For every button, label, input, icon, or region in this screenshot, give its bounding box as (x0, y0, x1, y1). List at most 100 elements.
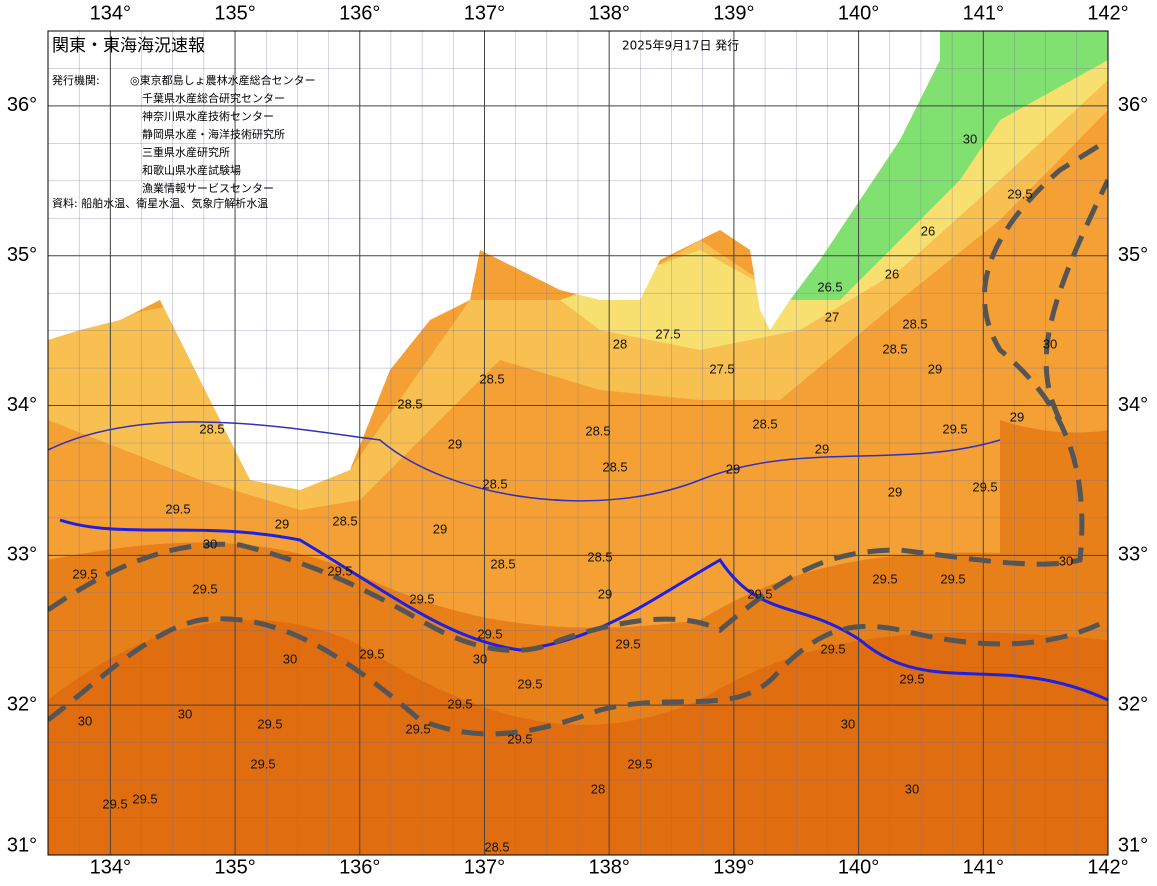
lat-label-right: 31° (1118, 834, 1148, 856)
lat-label-left: 35° (7, 244, 37, 266)
contour-29 (48, 421, 1001, 502)
lon-label-top: 134° (90, 2, 131, 24)
contour-label: 28.5 (585, 423, 610, 438)
lat-label-right: 33° (1118, 544, 1148, 566)
lat-label-left: 36° (7, 94, 37, 116)
lat-label-right: 34° (1118, 394, 1148, 416)
agency: 三重県水産研究所 (142, 145, 230, 159)
contour-label: 29 (433, 521, 447, 536)
lat-label-right: 36° (1118, 94, 1148, 116)
contour-label: 29.5 (192, 581, 217, 596)
contour-label: 29.5 (942, 421, 967, 436)
contour-label: 29 (1010, 409, 1024, 424)
lat-label-right: 32° (1118, 693, 1148, 715)
warm-zone-east (1000, 420, 1108, 560)
contour-label: 30 (178, 706, 192, 721)
agency: 神奈川県水産技術センター (142, 109, 274, 123)
kuroshio-inner (48, 137, 1108, 653)
lon-label-bottom: 137° (464, 856, 505, 878)
lat-label-left: 32° (7, 693, 37, 715)
contour-label: 29.5 (165, 501, 190, 516)
contour-label: 28.5 (752, 416, 777, 431)
contour-label: 28.5 (902, 316, 927, 331)
contour-label: 30 (78, 713, 92, 728)
lon-label-top: 137° (464, 2, 505, 24)
contour-label: 29.5 (872, 571, 897, 586)
contour-label: 29.5 (517, 676, 542, 691)
contour-label: 29.5 (327, 563, 352, 578)
lon-label-bottom: 138° (588, 856, 629, 878)
lon-label-top: 139° (713, 2, 754, 24)
lat-label-left: 31° (7, 834, 37, 856)
lon-label-bottom: 140° (838, 856, 879, 878)
agency: 和歌山県水産試験場 (142, 163, 241, 177)
lat-label-left: 34° (7, 394, 37, 416)
contour-label: 29.5 (250, 756, 275, 771)
contour-label: 30 (1059, 553, 1073, 568)
lon-label-top: 142° (1087, 2, 1128, 24)
lat-label-left: 33° (7, 544, 37, 566)
contour-label: 28.5 (332, 513, 357, 528)
contour-label: 28.5 (490, 556, 515, 571)
lat-label-right: 35° (1118, 244, 1148, 266)
lon-label-bottom: 135° (214, 856, 255, 878)
contour-label: 29 (275, 516, 289, 531)
contour-label: 28.5 (482, 476, 507, 491)
contour-label: 27 (825, 309, 839, 324)
lon-label-bottom: 134° (90, 856, 131, 878)
agency-list: ◎東京都島しょ農林水産総合センター千葉県水産総合研究センター神奈川県水産技術セン… (130, 73, 316, 195)
agency: 千葉県水産総合研究センター (142, 91, 285, 105)
contour-label: 26 (921, 223, 935, 238)
contour-label: 28.5 (602, 459, 627, 474)
kuroshio-outer (48, 616, 1108, 737)
contour-label: 30 (841, 716, 855, 731)
lon-label-bottom: 139° (713, 856, 754, 878)
land (48, 31, 940, 490)
contour-label: 30 (1043, 336, 1057, 351)
contour-label: 29.5 (409, 591, 434, 606)
contour-label: 28.5 (484, 839, 509, 854)
map-area: 28.5 28.5 28.5 28.5 28.5 28.5 28.5 28.5 28.5 28.5… (48, 31, 1108, 855)
contour-label: 29 (888, 484, 902, 499)
contour-labels: 28.5 28.5 28.5 28.5 28.5 28.5 28.5 28.5 28.5 28.5… (72, 131, 1073, 854)
lon-label-top: 136° (339, 2, 380, 24)
contour-label: 30 (473, 651, 487, 666)
lon-label-top: 141° (963, 2, 1004, 24)
cool-band (48, 60, 1108, 510)
coastal-band (560, 50, 1108, 350)
grid (48, 31, 1108, 855)
lon-label-top: 138° (588, 2, 629, 24)
contour-label: 29.5 (507, 731, 532, 746)
contour-label: 28 (591, 781, 605, 796)
cold-zone (790, 31, 1108, 300)
contour-label: 29.5 (447, 696, 472, 711)
contour-label: 29.5 (899, 671, 924, 686)
issue-date: 2025年9月17日 発行 (622, 39, 739, 53)
contour-label: 29 (726, 461, 740, 476)
contour-label: 26.5 (817, 279, 842, 294)
contour-label: 29.5 (972, 479, 997, 494)
agencies-label: 発行機関: (52, 73, 100, 87)
agency: 静岡県水産・海洋技術研究所 (142, 127, 285, 141)
contour-label: 28 (613, 336, 627, 351)
axes: 134° 134° 135° 135° 136° 136° 137° 137° 138° 138°… (7, 2, 1148, 878)
contour-label: 29.5 (405, 721, 430, 736)
contour-label: 28.5 (882, 341, 907, 356)
agency: ◎東京都島しょ農林水産総合センター (130, 73, 316, 87)
contour-label: 30 (905, 781, 919, 796)
contour-label: 29.5 (615, 636, 640, 651)
lon-label-top: 140° (838, 2, 879, 24)
contour-label: 29 (598, 586, 612, 601)
contour-label: 29.5 (102, 796, 127, 811)
contour-label: 29.5 (820, 641, 845, 656)
contour-label: 29.5 (477, 626, 502, 641)
contour-label: 29.5 (1007, 186, 1032, 201)
lon-label-top: 135° (214, 2, 255, 24)
contour-label: 30 (283, 651, 297, 666)
contour-30 (59, 518, 1108, 702)
lon-label-bottom: 136° (339, 856, 380, 878)
contour-label: 29.5 (940, 571, 965, 586)
contour-label: 28.5 (479, 371, 504, 386)
contour-label: 27.5 (709, 361, 734, 376)
contour-label: 28.5 (587, 549, 612, 564)
